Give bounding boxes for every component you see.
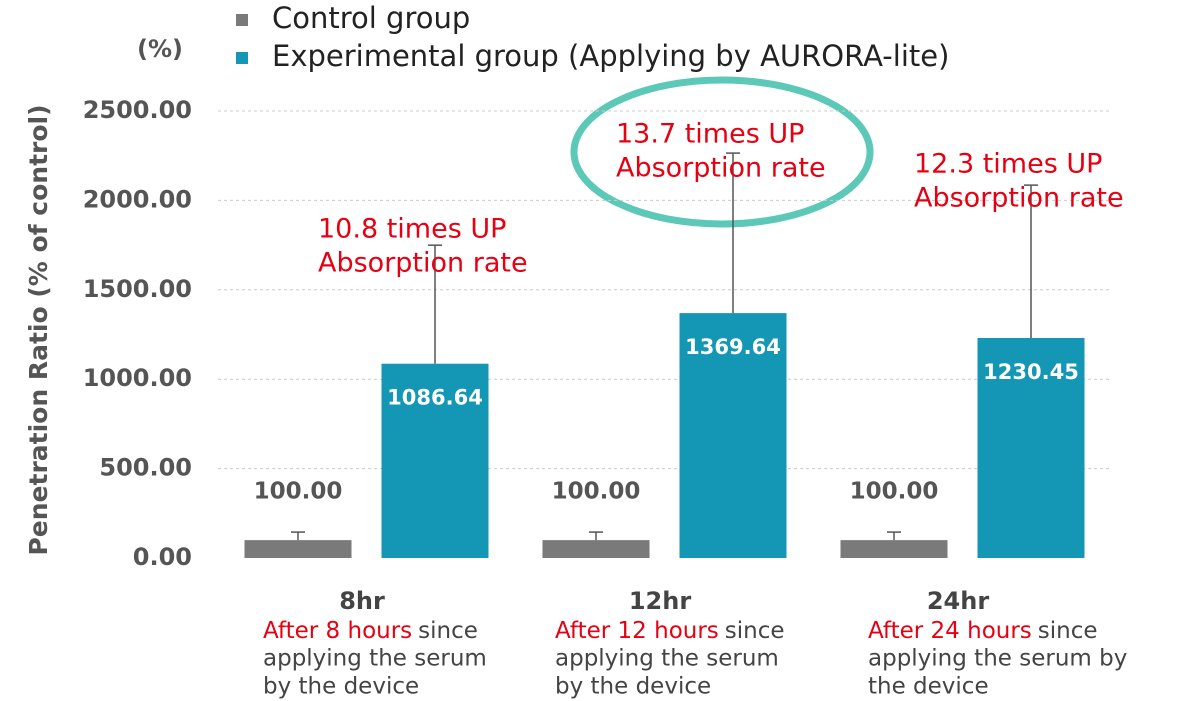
caption-text: since: [1038, 618, 1098, 644]
caption: applying the serum: [263, 646, 487, 672]
y-unit: (%): [137, 35, 183, 63]
legend-label: Control group: [272, 1, 470, 35]
caption-text: since: [418, 618, 478, 644]
bar: [381, 363, 489, 558]
caption: applying the serum by: [868, 646, 1127, 672]
x-tick-label: 24hr: [927, 587, 989, 615]
bar: [977, 337, 1085, 558]
caption-highlight: After 24 hours: [868, 618, 1032, 644]
annotation: Absorption rate: [616, 153, 826, 184]
value-label: 100.00: [254, 479, 343, 505]
bar: [244, 540, 352, 558]
x-tick-label: 12hr: [629, 587, 691, 615]
bar: [542, 540, 650, 558]
x-tick-label: 8hr: [339, 587, 385, 615]
caption-highlight: After 12 hours: [555, 618, 719, 644]
annotation: Absorption rate: [914, 183, 1124, 214]
bar: [840, 540, 948, 558]
annotation: 13.7 times UP: [616, 119, 804, 150]
caption-text: since: [725, 618, 785, 644]
y-axis-title: Penetration Ratio (% of control): [24, 104, 53, 555]
caption-highlight: After 8 hours: [263, 618, 412, 644]
caption: After 24 hours since: [868, 618, 1098, 644]
legend-swatch: [236, 52, 248, 64]
caption: by the device: [263, 674, 419, 700]
caption: After 12 hours since: [555, 618, 785, 644]
value-label: 100.00: [850, 479, 939, 505]
y-tick-label: 1000.00: [83, 364, 192, 392]
bar: [679, 313, 787, 558]
annotation: 12.3 times UP: [914, 149, 1102, 180]
value-label: 1230.45: [983, 360, 1079, 384]
legend-swatch: [236, 14, 248, 26]
y-tick-label: 2500.00: [83, 96, 192, 124]
y-tick-label: 2000.00: [83, 185, 192, 213]
value-label: 1369.64: [685, 335, 781, 359]
annotation: 10.8 times UP: [318, 214, 506, 245]
value-label: 100.00: [552, 479, 641, 505]
y-tick-label: 1500.00: [83, 275, 192, 303]
annotation: Absorption rate: [318, 248, 528, 279]
caption: the device: [868, 674, 989, 700]
y-tick-label: 500.00: [99, 454, 192, 482]
caption: by the device: [555, 674, 711, 700]
legend-label: Experimental group (Applying by AURORA-l…: [272, 39, 949, 73]
highlight-ellipse: [570, 76, 874, 228]
caption: applying the serum: [555, 646, 779, 672]
y-tick-label: 0.00: [133, 543, 192, 571]
value-label: 1086.64: [387, 386, 483, 410]
caption: After 8 hours since: [263, 618, 478, 644]
